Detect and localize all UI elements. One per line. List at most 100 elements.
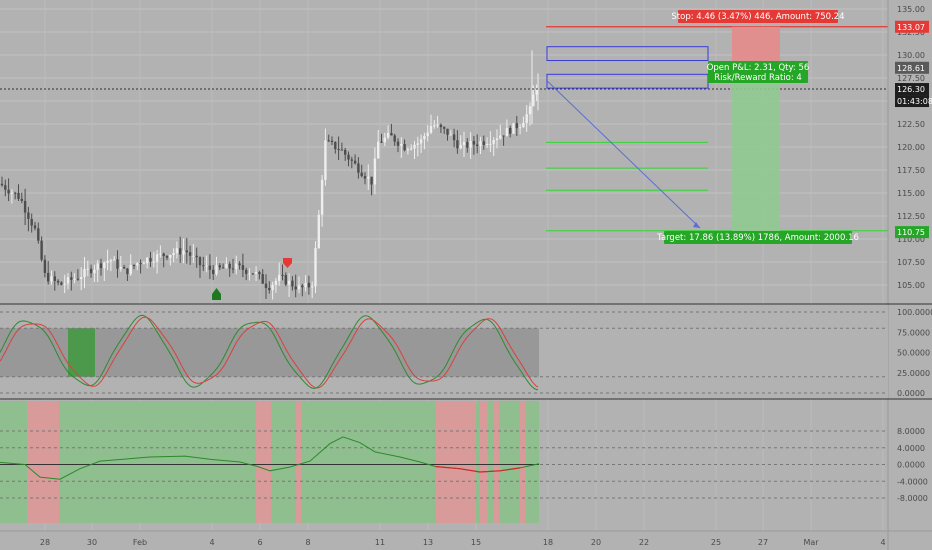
candle-body (136, 263, 139, 266)
price-tick-label: 122.50 (897, 120, 925, 129)
candle-body (129, 265, 132, 275)
candle-body (119, 267, 122, 269)
target-label-box (664, 231, 852, 244)
candle-body (472, 140, 476, 145)
candle-body (334, 141, 337, 150)
candle-body (235, 263, 238, 270)
target-label: Target: 17.86 (13.89%) 1786, Amount: 200… (656, 233, 859, 243)
stop-label: Stop: 4.46 (3.47%) 446, Amount: 750.24 (671, 12, 844, 22)
candle-body (93, 269, 96, 274)
candle-body (535, 88, 538, 95)
candle-body (251, 273, 254, 275)
candle-body (393, 135, 396, 142)
candle-body (30, 218, 33, 226)
time-axis: 28 30 Feb 4 6 8 11 13 15 18 20 22 25 27 Mar 4 (0, 530, 932, 547)
candle-body (512, 123, 515, 134)
candle-body (66, 277, 70, 284)
candle-body (33, 225, 37, 229)
candle-body (14, 192, 17, 194)
time-tick-label: 20 (591, 538, 601, 547)
candle-body (320, 179, 324, 215)
stoch-highlight (68, 328, 95, 377)
candle-body (228, 263, 231, 269)
candle-body (324, 140, 327, 180)
osc-tick-label: 8.0000 (897, 427, 925, 436)
time-tick-label: 28 (40, 538, 50, 547)
candle-body (27, 212, 30, 219)
projection-arrowhead (693, 221, 700, 228)
osc-tick-label: -8.0000 (897, 494, 928, 503)
candle-body (89, 268, 93, 274)
candle-body (17, 192, 20, 199)
candle-body (357, 163, 360, 173)
price-tick-label: 107.50 (897, 258, 925, 267)
candle-body (485, 144, 489, 146)
candle-body (241, 265, 245, 270)
time-tick-label: 18 (543, 538, 553, 547)
last-price-tag: 126.30 (897, 85, 925, 94)
candle-body (499, 135, 502, 139)
candle-body (344, 149, 347, 155)
candle-body (390, 133, 393, 136)
candle-body (185, 250, 188, 253)
candle-body (446, 128, 449, 135)
osc-red-region (436, 401, 476, 523)
time-tick-label: 4 (209, 538, 214, 547)
candle-body (109, 260, 113, 262)
candle-body (307, 282, 311, 288)
candle-body (113, 259, 116, 261)
oscillator-panel (0, 401, 888, 523)
stoch-tick-label: 25.0000 (897, 369, 930, 378)
candle-body (479, 141, 482, 146)
osc-red-region (296, 401, 301, 523)
candle-body (212, 269, 215, 275)
candle-body (377, 141, 380, 159)
candle-body (301, 285, 304, 288)
candle-body (142, 263, 146, 265)
candle-body (179, 248, 182, 255)
candle-body (116, 259, 119, 269)
candle-body (287, 280, 291, 285)
candle-body (165, 255, 169, 258)
candle-body (294, 286, 297, 290)
reward-zone (732, 67, 780, 233)
time-tick-label: Mar (803, 538, 819, 547)
candle-body (492, 140, 495, 144)
candle-body (202, 265, 205, 267)
candle-body (271, 284, 274, 291)
risk-reward-label: Risk/Reward Ratio: 4 (714, 73, 802, 83)
osc-red-region (494, 401, 499, 523)
price-tick-label: 120.00 (897, 143, 925, 152)
candle-body (360, 172, 363, 177)
target-price-tag: 110.75 (897, 228, 925, 237)
candle-body (433, 125, 436, 127)
open-price-tag-box (895, 61, 929, 74)
time-tick-label: 22 (639, 538, 649, 547)
candle-body (416, 143, 419, 145)
candle-body (509, 127, 512, 134)
candle-body (423, 135, 426, 140)
price-candles (0, 50, 539, 300)
osc-red-region (27, 401, 59, 523)
open-price-tag: 128.61 (897, 64, 925, 73)
stoch-tick-label: 50.0000 (897, 349, 930, 358)
risk-zone (732, 26, 780, 68)
candle-body (182, 250, 185, 255)
candle-body (7, 189, 10, 194)
candle-body (403, 143, 406, 151)
time-tick-label: 11 (375, 538, 385, 547)
candle-body (37, 228, 40, 241)
candle-body (162, 253, 165, 256)
candle-body (60, 282, 63, 285)
candle-body (353, 160, 357, 164)
candle-body (396, 141, 400, 146)
stoch-tick-label: 100.0000 (897, 308, 932, 317)
candle-body (311, 286, 314, 288)
time-tick-label: Feb (133, 538, 147, 547)
candle-body (188, 252, 192, 256)
last-price-tag-box (895, 83, 929, 96)
time-tick-label: 6 (257, 538, 262, 547)
candle-body (159, 253, 162, 255)
